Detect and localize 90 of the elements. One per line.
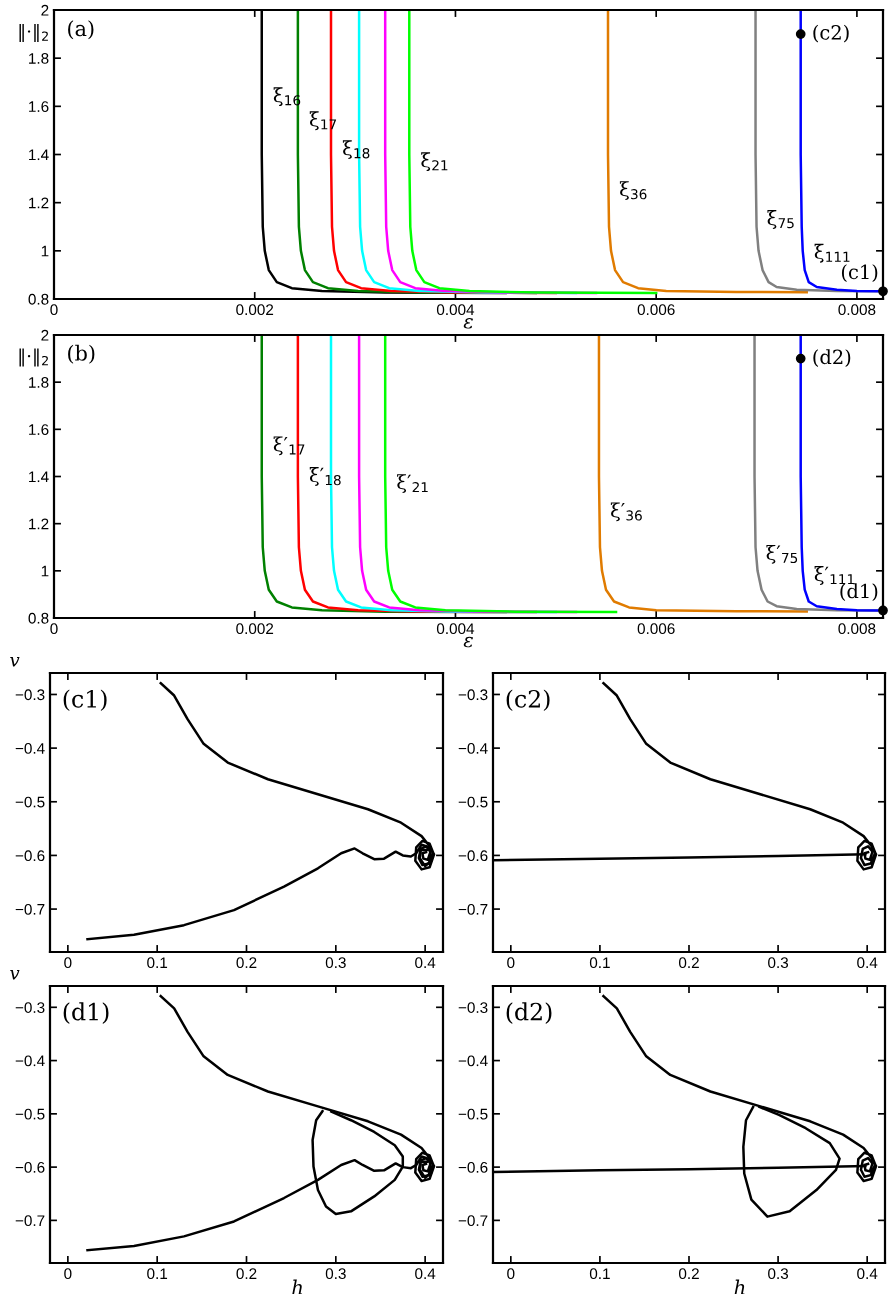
x-tick-label: 0	[507, 1268, 515, 1280]
x-tick-label: 0.1	[147, 1268, 168, 1280]
y-tick-label: −0.5	[458, 1108, 488, 1120]
y-tick-label: −0.6	[15, 1161, 45, 1173]
x-tick-label: 0.3	[325, 1268, 346, 1280]
annotation: ξ′$_{111}$	[814, 566, 854, 585]
x-tick-label: 0	[507, 957, 515, 969]
x-tick-label: 0	[50, 623, 58, 635]
x-axis-title: h	[734, 1279, 745, 1294]
annotation: (d2)	[506, 1002, 552, 1024]
x-tick-label: 0.002	[236, 623, 274, 635]
y-tick-label: −0.4	[15, 1055, 45, 1067]
y-tick-label: 2	[41, 4, 49, 16]
y-tick-label: −0.7	[15, 903, 45, 915]
y-tick-label: 1.4	[29, 471, 49, 483]
annotation: (c1)	[841, 264, 878, 282]
annotation: ξ′$_{21}$	[397, 474, 428, 493]
annotation: (c2)	[506, 689, 550, 712]
y-tick-label: −0.3	[15, 689, 45, 701]
y-tick-label: −0.5	[15, 1108, 45, 1120]
y-tick-label: −0.4	[15, 742, 45, 754]
y-tick-label: −0.3	[15, 1002, 45, 1013]
annotation: ξ$_{36}$	[619, 181, 647, 201]
y-tick-label: −0.4	[458, 742, 488, 754]
x-tick-label: 0.004	[436, 304, 475, 316]
annotation: ξ′$_{36}$	[610, 502, 642, 522]
y-tick-label: 1.4	[29, 149, 49, 161]
x-tick-label: 0.4	[857, 1268, 878, 1280]
annotation: (d2)	[813, 349, 851, 367]
y-tick-label: −0.4	[458, 1055, 488, 1067]
x-tick-label: 0.3	[768, 1268, 789, 1280]
annotation: (c1)	[63, 689, 107, 712]
x-tick-label: 0.3	[768, 957, 789, 969]
x-tick-label: 0.3	[325, 957, 346, 969]
x-tick-label: 0.4	[857, 957, 878, 969]
y-tick-label: −0.3	[458, 689, 488, 701]
y-tick-label: −0.7	[458, 1215, 488, 1227]
y-tick-label: 0.8	[28, 293, 49, 305]
x-tick-label: 0.4	[415, 957, 436, 969]
y-tick-label: −0.5	[15, 796, 45, 808]
annotation: ξ$_{21}$	[421, 152, 448, 172]
y-tick-label: 1.2	[29, 197, 49, 209]
annotation: (d1)	[63, 1002, 109, 1024]
y-tick-label: −0.6	[458, 850, 488, 862]
x-tick-label: 0	[64, 957, 72, 969]
annotation: (a)	[68, 20, 94, 40]
y-axis-title: v	[10, 970, 20, 980]
x-tick-label: 0.006	[637, 304, 675, 316]
x-tick-label: 0	[64, 1268, 72, 1280]
y-axis-title: ‖·‖$_{2}$	[19, 348, 48, 367]
x-tick-label: 0	[50, 304, 58, 316]
x-tick-label: 0.2	[236, 1268, 257, 1280]
x-axis-title: h	[292, 1279, 303, 1294]
y-tick-label: −0.6	[458, 1161, 488, 1173]
annotation: (b)	[68, 344, 95, 364]
annotation: (c2)	[813, 24, 849, 43]
y-tick-label: 1	[41, 245, 49, 257]
x-axis-title: ε	[463, 636, 473, 648]
x-tick-label: 0.4	[415, 1268, 436, 1280]
x-tick-label: 0.1	[589, 957, 610, 969]
y-axis-title: ‖·‖$_{2}$	[19, 24, 48, 43]
x-tick-label: 0.002	[236, 304, 274, 316]
y-tick-label: −0.7	[458, 903, 488, 915]
x-tick-label: 0.2	[678, 957, 699, 969]
x-tick-label: 0.1	[589, 1268, 610, 1280]
x-tick-label: 0.2	[678, 1268, 699, 1280]
y-tick-label: −0.6	[15, 850, 45, 862]
y-axis-title: v	[10, 657, 20, 667]
y-tick-label: −0.7	[15, 1215, 45, 1227]
x-tick-label: 0.008	[838, 623, 876, 635]
x-axis-title: ε	[463, 318, 473, 329]
x-tick-label: 0.1	[147, 957, 168, 969]
x-tick-label: 0.2	[236, 957, 257, 969]
x-tick-label: 0.004	[436, 623, 475, 635]
y-tick-label: −0.5	[458, 796, 488, 808]
x-tick-label: 0.006	[637, 623, 675, 635]
annotation: (d1)	[840, 583, 878, 602]
y-tick-label: 0.8	[28, 612, 49, 624]
x-tick-label: 0.008	[838, 304, 876, 316]
y-tick-label: 1.2	[29, 518, 49, 530]
y-tick-label: 1.8	[29, 53, 49, 64]
y-tick-label: −0.3	[458, 1002, 488, 1013]
y-tick-label: 1	[41, 565, 49, 577]
y-tick-label: 1.6	[29, 101, 49, 113]
annotation: ξ′$_{75}$	[766, 544, 798, 564]
annotation: ξ$_{111}$	[814, 243, 850, 263]
y-tick-label: 2	[41, 329, 49, 341]
y-tick-label: 1.8	[29, 377, 49, 388]
y-tick-label: 1.6	[29, 424, 49, 436]
annotation: ξ$_{75}$	[767, 210, 794, 229]
